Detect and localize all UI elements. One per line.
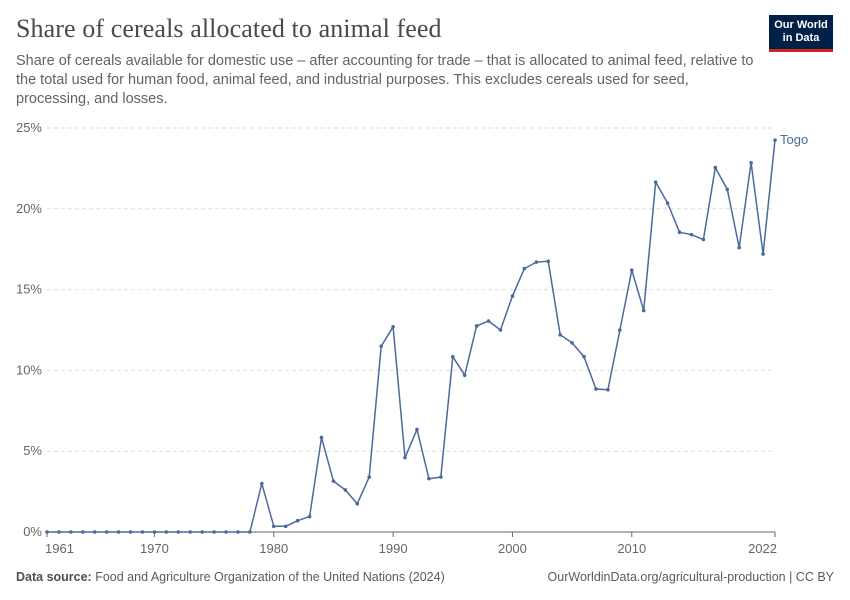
data-point	[498, 328, 503, 332]
y-tick-label: 20%	[16, 201, 42, 216]
data-point	[260, 481, 264, 486]
chart-subtitle: Share of cereals available for domestic …	[16, 53, 754, 107]
data-point	[343, 488, 348, 492]
data-point	[403, 455, 407, 460]
data-point	[271, 524, 276, 529]
data-point	[629, 268, 634, 273]
data-point	[582, 354, 586, 359]
y-tick-label: 0%	[23, 524, 42, 539]
data-point	[665, 201, 670, 205]
x-tick-label: 1990	[379, 541, 408, 556]
data-point	[164, 530, 169, 534]
x-tick-label: 2010	[617, 541, 646, 556]
data-point	[379, 344, 383, 348]
data-point	[570, 341, 574, 345]
data-point	[116, 530, 121, 534]
data-point	[200, 530, 204, 534]
data-point	[439, 475, 443, 479]
data-point	[737, 245, 741, 250]
data-point	[176, 530, 181, 534]
data-point	[653, 180, 658, 184]
data-point	[462, 373, 467, 378]
data-point	[188, 530, 193, 534]
data-point	[319, 435, 324, 440]
footer-url[interactable]: OurWorldinData.org/agricultural-producti…	[547, 570, 834, 584]
data-point	[701, 237, 706, 242]
data-point	[295, 518, 300, 523]
data-point	[307, 514, 312, 519]
data-point	[546, 259, 551, 264]
data-point	[618, 328, 622, 332]
data-point	[69, 530, 73, 534]
owid-logo[interactable]: Our World in Data	[769, 15, 833, 52]
data-point	[486, 319, 491, 323]
line-chart[interactable]: 0% 5% 10% 15% 20% 25% 1961 1970 1980 1990 2000 2010…	[0, 0, 850, 560]
data-point	[283, 524, 288, 529]
data-point	[57, 530, 61, 534]
logo-line-2: in Data	[782, 32, 820, 44]
data-point	[224, 530, 228, 534]
data-point	[749, 160, 753, 165]
data-point	[248, 530, 252, 534]
data-point	[534, 260, 539, 264]
data-point	[367, 475, 372, 479]
data-point	[355, 501, 360, 506]
x-tick-label: 1980	[259, 541, 288, 556]
series-line-togo	[47, 140, 776, 533]
data-point	[45, 530, 49, 534]
data-point	[606, 387, 610, 392]
data-point	[427, 476, 431, 481]
data-point	[236, 530, 240, 534]
y-tick-label: 25%	[16, 120, 42, 135]
data-point	[725, 187, 730, 192]
data-point	[761, 252, 765, 256]
data-point	[677, 230, 682, 235]
x-tick-label: 1970	[140, 541, 169, 556]
x-tick-label: 1961	[45, 541, 74, 556]
data-point	[92, 530, 97, 534]
data-point	[212, 530, 216, 534]
data-point	[450, 354, 455, 359]
data-point	[152, 530, 157, 534]
data-point	[641, 308, 646, 313]
data-point	[391, 324, 395, 329]
data-point	[140, 530, 145, 534]
y-tick-label: 5%	[23, 443, 42, 458]
data-point	[594, 387, 598, 391]
series-label-togo: Togo	[780, 132, 808, 147]
data-point	[474, 324, 479, 328]
data-point	[558, 333, 562, 337]
data-point	[128, 530, 133, 534]
footer-source: Data source: Food and Agriculture Organi…	[16, 570, 445, 584]
data-point	[689, 232, 694, 237]
chart-title: Share of cereals allocated to animal fee…	[16, 14, 442, 43]
data-point	[81, 530, 85, 534]
data-point	[510, 294, 515, 298]
x-tick-label: 2000	[498, 541, 527, 556]
data-point	[331, 479, 336, 483]
source-label: Data source:	[16, 570, 92, 584]
data-point	[415, 427, 419, 432]
logo-line-1: Our World	[774, 19, 828, 31]
data-point	[713, 165, 718, 170]
data-point	[104, 530, 109, 534]
data-point	[773, 138, 777, 142]
x-tick-label: 2022	[748, 541, 777, 556]
data-point	[522, 266, 527, 271]
y-tick-label: 15%	[16, 282, 42, 297]
source-text: Food and Agriculture Organization of the…	[95, 570, 445, 584]
y-tick-label: 10%	[16, 362, 42, 377]
